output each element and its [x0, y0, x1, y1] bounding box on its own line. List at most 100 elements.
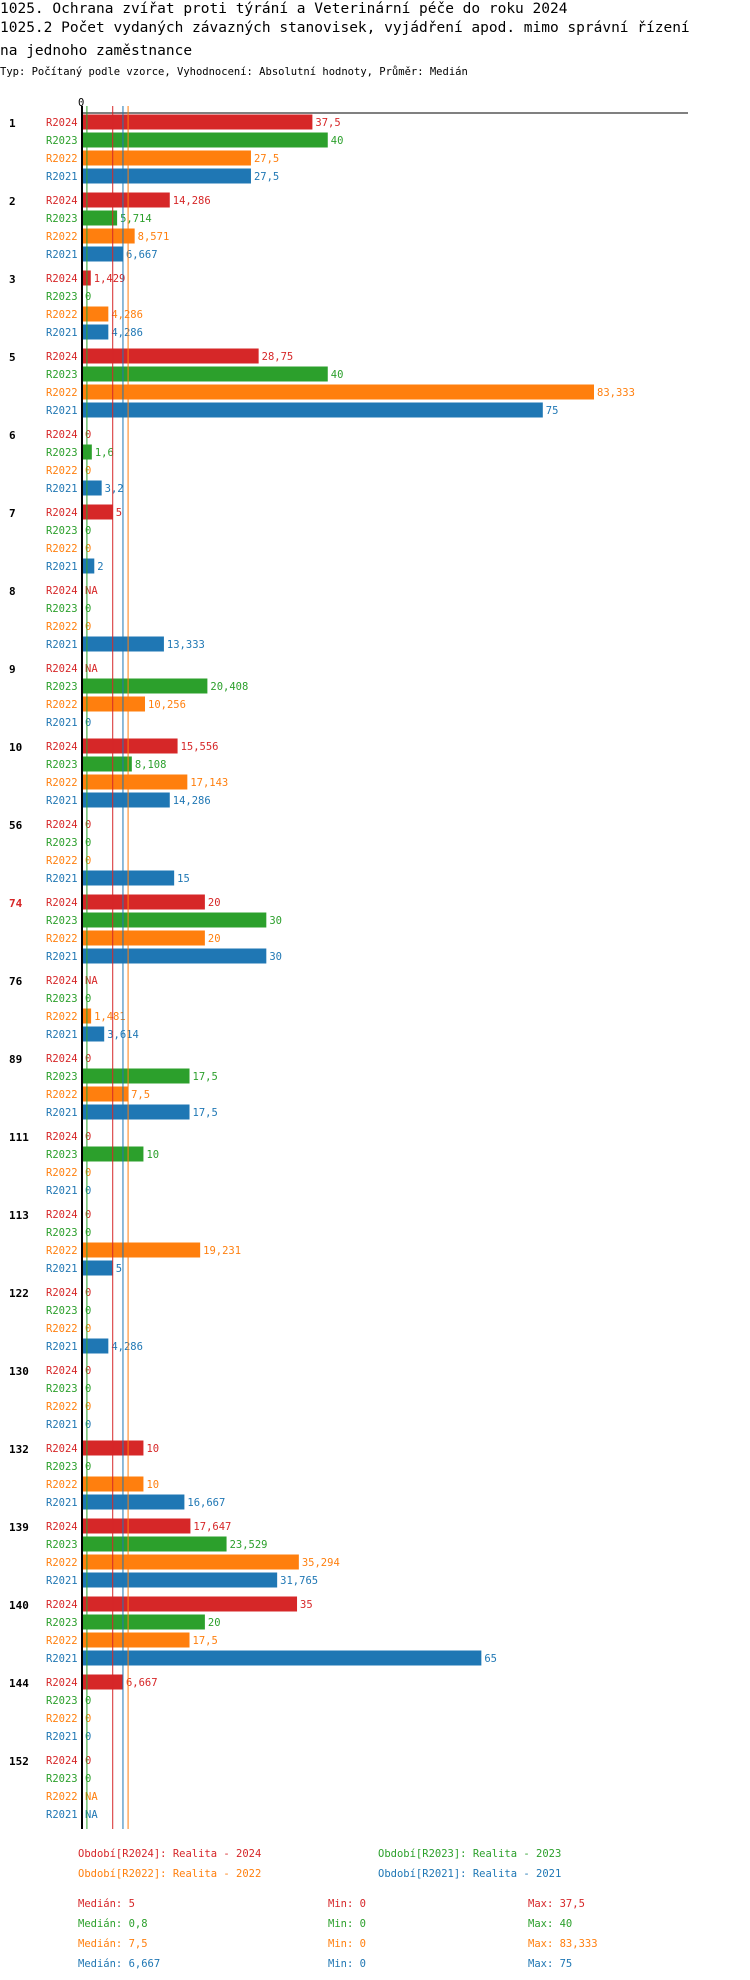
series-row-label: R2023: [46, 135, 78, 147]
series-row-label: R2024: [46, 1131, 78, 1143]
bar: [82, 168, 251, 184]
x-axis-tick-label: 0: [78, 97, 84, 109]
bar-value-label: 0: [85, 1365, 91, 1377]
series-row-label: R2021: [46, 1731, 78, 1743]
series-row-label: R2021: [46, 1575, 78, 1587]
bar-value-label: 17,5: [193, 1107, 218, 1119]
group-label: 56: [9, 819, 23, 832]
bar-value-label: 0: [85, 1185, 91, 1197]
bar-value-label: 0: [85, 717, 91, 729]
series-row-label: R2022: [46, 465, 78, 477]
group-label: 6: [9, 429, 16, 442]
bar: [82, 1632, 190, 1648]
bar-value-label: 0: [85, 1773, 91, 1785]
bar-value-label: 0: [85, 837, 91, 849]
stat-median: Medián: 0,8: [78, 1918, 148, 1930]
bar: [82, 324, 109, 340]
series-row-label: R2024: [46, 195, 78, 207]
bar-value-label: 1,481: [94, 1011, 126, 1023]
series-row-label: R2023: [46, 837, 78, 849]
bar-value-label: 0: [85, 603, 91, 615]
series-row-label: R2023: [46, 915, 78, 927]
series-row-label: R2024: [46, 1521, 78, 1533]
stat-min: Min: 0: [328, 1958, 366, 1970]
series-row-label: R2021: [46, 405, 78, 417]
series-row-label: R2021: [46, 1809, 78, 1821]
group-label: 140: [9, 1599, 29, 1612]
chart-subtitle-line1: 1025.2 Počet vydaných závazných stanovis…: [0, 20, 690, 36]
bar-value-label: 19,231: [203, 1245, 241, 1257]
series-row-label: R2022: [46, 387, 78, 399]
series-row-label: R2023: [46, 993, 78, 1005]
bar-value-label: 23,529: [230, 1539, 268, 1551]
bar: [82, 270, 91, 286]
bar-value-label: 83,333: [597, 387, 635, 399]
series-row-label: R2024: [46, 117, 78, 129]
bar: [82, 366, 328, 382]
bar-value-label: 40: [331, 135, 344, 147]
bar-value-label: 27,5: [254, 153, 279, 165]
bar-value-label: 0: [85, 1305, 91, 1317]
series-row-label: R2022: [46, 933, 78, 945]
bar: [82, 210, 118, 226]
series-row-label: R2021: [46, 1263, 78, 1275]
series-row-label: R2021: [46, 483, 78, 495]
bar-value-label: 6,667: [126, 249, 158, 261]
series-row-label: R2021: [46, 873, 78, 885]
bar-value-label: NA: [85, 585, 98, 597]
bar-value-label: 10: [146, 1149, 159, 1161]
bar-value-label: 35,294: [302, 1557, 340, 1569]
bar-value-label: 0: [85, 465, 91, 477]
series-row-label: R2024: [46, 351, 78, 363]
bar-value-label: 0: [85, 1419, 91, 1431]
bar: [82, 348, 259, 364]
series-row-label: R2023: [46, 1461, 78, 1473]
stat-max: Max: 83,333: [528, 1938, 598, 1950]
bar: [82, 1596, 298, 1612]
bar-value-label: 4,286: [111, 1341, 143, 1353]
group-label: 1: [9, 117, 16, 130]
chart-title: 1025. Ochrana zvířat proti týrání a Vete…: [0, 1, 568, 17]
series-row-label: R2021: [46, 1341, 78, 1353]
series-row-label: R2022: [46, 1245, 78, 1257]
series-row-label: R2023: [46, 1305, 78, 1317]
series-row-label: R2023: [46, 1695, 78, 1707]
legend-item: Období[R2023]: Realita - 2023: [378, 1848, 562, 1860]
bar-value-label: 0: [85, 1167, 91, 1179]
bar: [82, 1068, 190, 1084]
bar-value-label: 0: [85, 1695, 91, 1707]
group-label: 139: [9, 1521, 29, 1534]
bar-value-label: 0: [85, 819, 91, 831]
bar-value-label: 30: [269, 915, 282, 927]
bar: [82, 114, 313, 130]
series-row-label: R2022: [46, 855, 78, 867]
series-row-label: R2023: [46, 759, 78, 771]
series-row-label: R2023: [46, 291, 78, 303]
bar: [82, 1242, 201, 1258]
bar-value-label: 10: [146, 1443, 159, 1455]
series-row-label: R2024: [46, 975, 78, 987]
bar: [82, 1554, 299, 1570]
bar-value-label: 0: [85, 291, 91, 303]
bar: [82, 756, 132, 772]
bar-value-label: 14,286: [173, 195, 211, 207]
stat-min: Min: 0: [328, 1918, 366, 1930]
bar-value-label: 8,571: [138, 231, 170, 243]
series-row-label: R2022: [46, 699, 78, 711]
bar-value-label: 17,5: [193, 1071, 218, 1083]
bar: [82, 1260, 113, 1276]
stat-median: Medián: 5: [78, 1898, 135, 1910]
bar-value-label: 0: [85, 621, 91, 633]
series-row-label: R2024: [46, 741, 78, 753]
series-row-label: R2023: [46, 447, 78, 459]
stat-min: Min: 0: [328, 1938, 366, 1950]
series-row-label: R2021: [46, 327, 78, 339]
bar-value-label: 40: [331, 369, 344, 381]
bar: [82, 1104, 190, 1120]
bar-value-label: 10,256: [148, 699, 186, 711]
bar: [82, 228, 135, 244]
bar-value-label: 75: [546, 405, 559, 417]
bar-value-label: 7,5: [131, 1089, 150, 1101]
bar-value-label: 10: [146, 1479, 159, 1491]
series-row-label: R2024: [46, 1209, 78, 1221]
